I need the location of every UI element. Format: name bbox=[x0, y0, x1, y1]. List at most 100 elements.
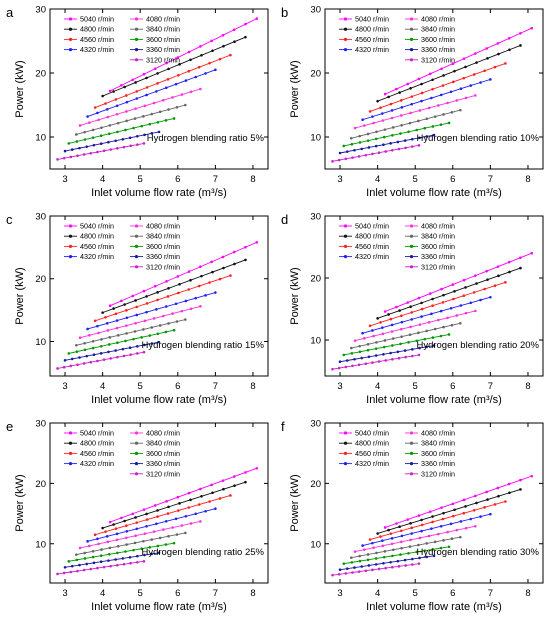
data-point bbox=[76, 154, 79, 158]
data-point bbox=[143, 532, 147, 535]
data-point bbox=[135, 527, 139, 531]
data-point bbox=[107, 343, 111, 346]
data-point bbox=[391, 148, 394, 152]
data-point bbox=[375, 130, 378, 134]
legend-label: 3600 r/min bbox=[146, 449, 180, 458]
series-4 bbox=[353, 524, 477, 553]
data-point bbox=[244, 480, 247, 484]
data-point bbox=[76, 363, 79, 367]
data-point bbox=[106, 329, 110, 332]
data-point bbox=[210, 483, 213, 487]
data-point bbox=[99, 344, 103, 348]
x-tick-label: 6 bbox=[175, 381, 180, 392]
legend-swatch-marker bbox=[68, 441, 73, 445]
data-point bbox=[375, 341, 378, 344]
data-point bbox=[142, 328, 145, 331]
data-point bbox=[204, 509, 207, 513]
data-point bbox=[382, 143, 385, 147]
legend-item: 3600 r/min bbox=[405, 35, 455, 44]
data-point bbox=[387, 528, 390, 532]
data-point bbox=[102, 358, 106, 361]
data-point bbox=[178, 502, 181, 505]
data-point bbox=[78, 563, 81, 567]
data-point bbox=[353, 126, 357, 130]
data-point bbox=[86, 327, 89, 331]
data-point bbox=[396, 559, 400, 563]
legend-swatch-marker bbox=[134, 17, 139, 21]
legend-label: 4320 r/min bbox=[355, 45, 389, 54]
data-point bbox=[364, 569, 368, 573]
data-point bbox=[337, 366, 341, 370]
data-point bbox=[417, 514, 421, 517]
x-tick-label: 7 bbox=[488, 174, 493, 185]
data-point bbox=[479, 81, 482, 84]
data-point bbox=[232, 475, 236, 478]
data-point bbox=[380, 326, 384, 329]
chart-panel-c: c 3 4 5 6 7 8 10 20 30 Inlet volume flow rate (m³/… bbox=[0, 207, 275, 414]
legend-label: 3360 r/min bbox=[421, 252, 455, 261]
y-tick-label: 10 bbox=[310, 336, 321, 347]
data-point bbox=[390, 323, 394, 327]
data-point bbox=[83, 551, 86, 555]
data-point bbox=[187, 288, 191, 291]
data-point bbox=[493, 503, 497, 506]
data-point bbox=[171, 312, 174, 315]
series-3 bbox=[86, 68, 217, 118]
data-point bbox=[156, 120, 160, 124]
data-point bbox=[366, 553, 370, 556]
legend-swatch-marker bbox=[409, 58, 414, 62]
panel-label: a bbox=[6, 5, 14, 20]
series-line bbox=[79, 305, 201, 339]
legend-item: 4560 r/min bbox=[64, 35, 114, 44]
data-point bbox=[93, 106, 97, 109]
data-point bbox=[374, 144, 378, 148]
chart-panel-f: f 3 4 5 6 7 8 10 20 30 Inlet volume flow rate (m³/… bbox=[275, 414, 550, 621]
data-point bbox=[462, 57, 466, 60]
data-point bbox=[199, 87, 202, 91]
x-tick-label: 8 bbox=[525, 174, 530, 185]
data-point bbox=[417, 353, 421, 357]
data-point bbox=[86, 540, 89, 543]
data-point bbox=[384, 150, 388, 153]
data-point bbox=[75, 558, 79, 562]
data-point bbox=[86, 115, 89, 118]
data-point bbox=[432, 133, 436, 137]
legend-swatch-marker bbox=[409, 27, 414, 31]
data-point bbox=[142, 115, 145, 118]
series-line bbox=[343, 122, 450, 147]
data-point bbox=[156, 82, 159, 85]
legend-item: 4800 r/min bbox=[64, 232, 114, 241]
legend-label: 3120 r/min bbox=[421, 262, 455, 271]
series-7 bbox=[63, 551, 161, 569]
data-point bbox=[143, 133, 146, 137]
data-point bbox=[145, 295, 148, 298]
legend-swatch-marker bbox=[134, 224, 139, 228]
series-0 bbox=[108, 241, 259, 308]
legend-item: 4800 r/min bbox=[339, 25, 389, 34]
data-point bbox=[142, 539, 145, 543]
y-axis-title: Power (kW) bbox=[14, 60, 26, 117]
data-point bbox=[350, 561, 354, 564]
data-point bbox=[155, 522, 158, 526]
data-point bbox=[425, 117, 429, 121]
data-point bbox=[255, 17, 259, 20]
panel-label: b bbox=[281, 5, 288, 20]
x-tick-label: 7 bbox=[213, 174, 218, 185]
data-point bbox=[69, 364, 73, 368]
legend-swatch-marker bbox=[409, 462, 414, 466]
blending-ratio-annotation: Hydrogen blending ratio 25% bbox=[141, 547, 264, 558]
data-point bbox=[108, 89, 112, 93]
x-tick-label: 4 bbox=[100, 174, 105, 185]
data-point bbox=[244, 471, 247, 474]
blending-ratio-annotation: Hydrogen blending ratio 5% bbox=[147, 133, 265, 144]
data-point bbox=[158, 110, 162, 114]
data-point bbox=[83, 348, 87, 352]
data-point bbox=[176, 495, 180, 499]
series-line bbox=[87, 508, 216, 542]
legend-label: 4800 r/min bbox=[80, 439, 114, 448]
data-point bbox=[409, 87, 412, 90]
data-point bbox=[475, 61, 478, 64]
data-point bbox=[157, 130, 161, 134]
data-point bbox=[164, 543, 168, 546]
